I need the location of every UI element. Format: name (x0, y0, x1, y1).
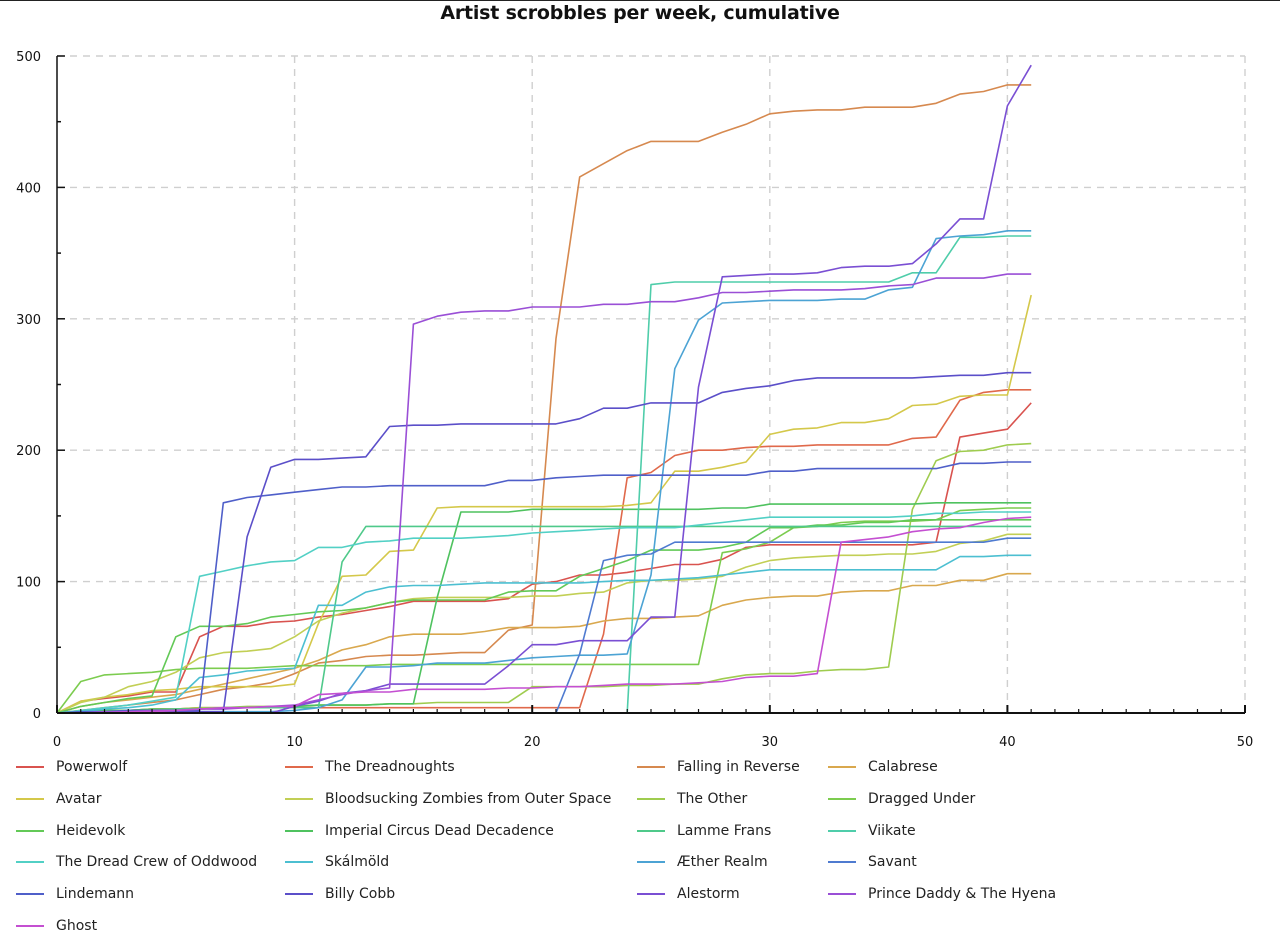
axes: 0 100 200 300 400 500 0 10 20 30 40 50 (16, 50, 1253, 750)
legend-label: Lamme Frans (677, 822, 772, 839)
legend-label: Ghost (56, 918, 98, 934)
y-tick-label: 400 (16, 181, 41, 196)
legend-item[interactable]: Bloodsucking Zombies from Outer Space (285, 784, 611, 814)
legend-label: Dragged Under (868, 790, 976, 807)
legend-label: Bloodsucking Zombies from Outer Space (325, 790, 612, 807)
y-tick-label: 100 (16, 576, 41, 591)
legend-swatch (637, 893, 665, 896)
series-lines (56, 64, 1032, 714)
legend-swatch (16, 861, 44, 864)
legend-label: Powerwolf (56, 759, 128, 775)
legend-label: Imperial Circus Dead Decadence (325, 822, 554, 839)
x-tick-label: 40 (999, 735, 1016, 750)
legend-swatch (285, 766, 313, 768)
legend-swatch (637, 766, 665, 768)
legend-swatch (828, 861, 856, 864)
legend-item[interactable]: Viikate (828, 816, 916, 846)
y-tick-label: 0 (33, 707, 41, 722)
legend-label: The Other (677, 790, 748, 807)
y-tick-label: 200 (16, 444, 41, 459)
series-line (56, 507, 1032, 714)
legend-item[interactable]: Ghost (16, 911, 97, 941)
top-border (0, 0, 1280, 1)
series-line (56, 572, 1032, 714)
legend-swatch (285, 829, 313, 832)
legend-label: Falling in Reverse (677, 759, 800, 775)
legend-swatch (828, 893, 856, 896)
x-tick-label: 0 (53, 735, 61, 750)
series-line (56, 518, 1032, 714)
legend-item[interactable]: The Dreadnoughts (285, 752, 455, 782)
legend-item[interactable]: Skálmöld (285, 847, 389, 877)
legend-item[interactable]: Prince Daddy & The Hyena (828, 879, 1056, 909)
legend-swatch (828, 797, 856, 800)
legend-swatch (16, 829, 44, 832)
legend-swatch (828, 766, 856, 768)
legend-swatch (16, 797, 44, 800)
legend-label: The Dread Crew of Oddwood (56, 854, 258, 871)
y-tick-label: 500 (16, 50, 41, 65)
legend-label: Lindemann (56, 886, 135, 903)
x-tick-label: 30 (762, 735, 779, 750)
legend-label: Heidevolk (56, 822, 126, 839)
grid (57, 55, 1246, 713)
legend-item[interactable]: Imperial Circus Dead Decadence (285, 816, 554, 846)
legend-label: Calabrese (868, 759, 938, 775)
series-line (57, 273, 1032, 714)
series-line (56, 402, 1032, 714)
legend-label: The Dreadnoughts (325, 759, 455, 775)
legend-item[interactable]: Avatar (16, 784, 101, 814)
legend-label: Æther Realm (677, 854, 768, 871)
legend-item[interactable]: Calabrese (828, 752, 938, 782)
legend-swatch (637, 797, 665, 800)
legend-label: Billy Cobb (325, 886, 396, 903)
series-line (57, 64, 1032, 714)
legend-swatch (285, 893, 313, 896)
series-line (56, 554, 1032, 714)
series-line (56, 461, 1032, 714)
legend-label: Alestorm (677, 886, 740, 903)
series-line (56, 294, 1032, 714)
legend-item[interactable]: Billy Cobb (285, 879, 395, 909)
legend-item[interactable]: Powerwolf (16, 752, 127, 782)
series-line (56, 84, 1032, 714)
legend-label: Skálmöld (325, 854, 390, 871)
series-line (57, 516, 1032, 714)
legend-item[interactable]: Æther Realm (637, 847, 768, 877)
legend-item[interactable]: Lamme Frans (637, 816, 771, 846)
legend-swatch (285, 797, 313, 800)
legend-item[interactable]: Lindemann (16, 879, 134, 909)
legend-swatch (637, 829, 665, 832)
legend-item[interactable]: Falling in Reverse (637, 752, 800, 782)
series-line (56, 511, 1032, 714)
series-line (56, 533, 1032, 714)
legend-item[interactable]: Heidevolk (16, 816, 125, 846)
series-line (57, 371, 1032, 714)
x-tick-label: 10 (286, 735, 303, 750)
legend-label: Prince Daddy & The Hyena (868, 886, 1057, 903)
legend-item[interactable]: The Dread Crew of Oddwood (16, 847, 257, 877)
legend-swatch (828, 829, 856, 832)
legend-swatch (16, 893, 44, 896)
legend-item[interactable]: Alestorm (637, 879, 740, 909)
legend-label: Avatar (56, 790, 102, 807)
x-tick-label: 20 (524, 735, 541, 750)
legend-item[interactable]: Dragged Under (828, 784, 975, 814)
x-tick-label: 50 (1237, 735, 1254, 750)
legend-swatch (285, 861, 313, 864)
legend-item[interactable]: The Other (637, 784, 747, 814)
legend-label: Viikate (868, 822, 916, 839)
legend-item[interactable]: Savant (828, 847, 917, 877)
y-tick-label: 300 (16, 313, 41, 328)
legend-swatch (16, 766, 44, 768)
legend-swatch (637, 861, 665, 864)
series-line (57, 230, 1032, 714)
chart-title: Artist scrobbles per week, cumulative (440, 2, 840, 24)
legend-swatch (16, 925, 44, 927)
legend-label: Savant (868, 854, 917, 871)
